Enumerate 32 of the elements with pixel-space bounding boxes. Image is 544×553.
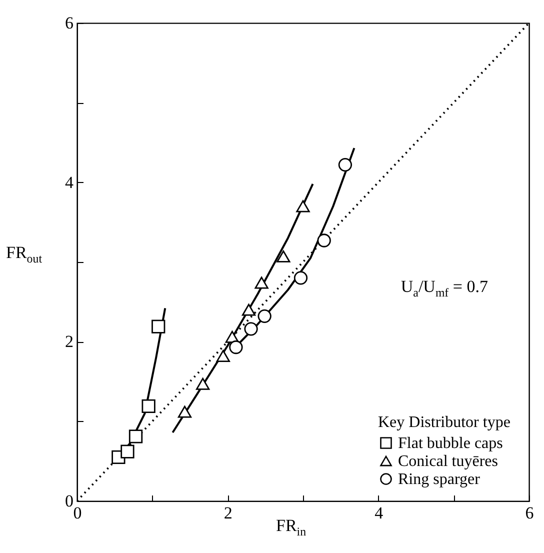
x-tick-label: 4 bbox=[374, 504, 384, 522]
point bbox=[128, 430, 143, 444]
point bbox=[296, 200, 310, 212]
point bbox=[120, 444, 134, 458]
y-tick-label: 4 bbox=[65, 172, 74, 192]
y-tick-label: 0 bbox=[65, 492, 74, 510]
point bbox=[152, 320, 166, 334]
point bbox=[242, 304, 256, 316]
point bbox=[142, 399, 156, 414]
point bbox=[276, 250, 290, 262]
point bbox=[317, 234, 331, 248]
y-axis-title: FR$_{out}$ bbox=[6, 243, 42, 266]
y-tick-label: 6 bbox=[65, 14, 74, 32]
point bbox=[254, 276, 268, 289]
point bbox=[258, 309, 272, 323]
point bbox=[294, 271, 308, 285]
annotation: U$_{a}$/U$_{mf}$ = 0.7 bbox=[400, 277, 488, 300]
x-axis-title: FR$_{in}$ bbox=[276, 516, 306, 540]
x-tick-label: 2 bbox=[224, 504, 232, 522]
point bbox=[178, 406, 192, 418]
legend-label: Flat bubble caps bbox=[398, 435, 503, 452]
legend-label: Conical tuyēres bbox=[398, 453, 498, 470]
point bbox=[216, 350, 230, 362]
line-series bbox=[172, 182, 314, 434]
point bbox=[244, 322, 258, 336]
legend-label: Ring sparger bbox=[398, 471, 481, 488]
point bbox=[229, 340, 243, 354]
legend-title: Key Distributor type bbox=[378, 414, 510, 431]
x-tick-label: 6 bbox=[525, 504, 534, 522]
point bbox=[196, 378, 210, 390]
point bbox=[338, 158, 352, 172]
y-tick-label: 2 bbox=[65, 332, 74, 352]
